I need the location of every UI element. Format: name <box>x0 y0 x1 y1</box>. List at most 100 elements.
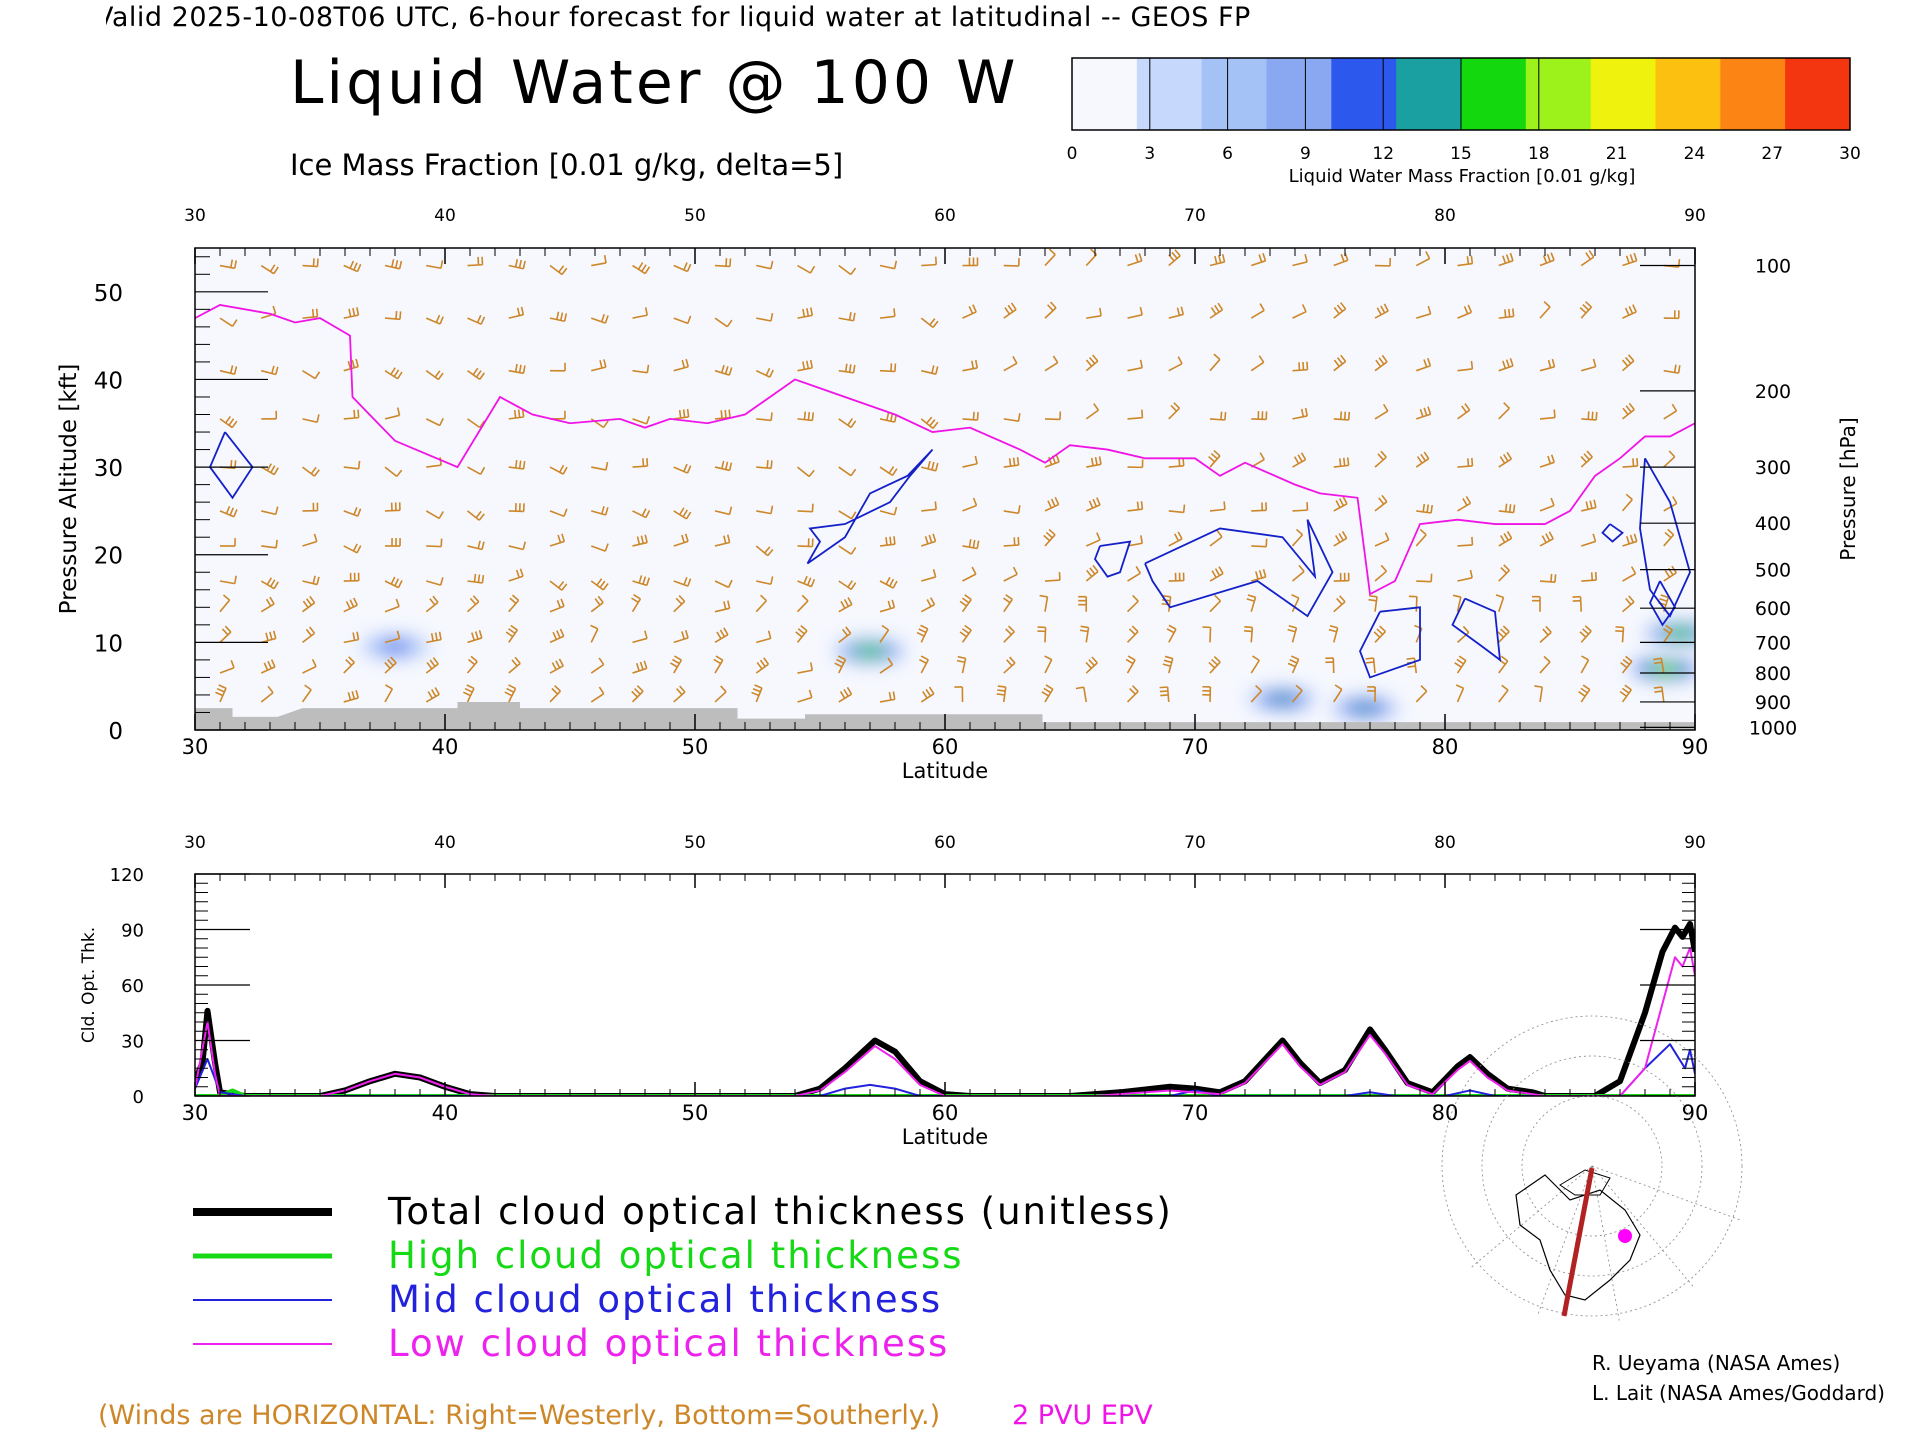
wind-barb <box>918 655 929 674</box>
wind-barb <box>1416 503 1434 514</box>
wind-barb-feather <box>1499 535 1506 543</box>
wind-barb-feather <box>477 540 481 549</box>
wind-barb-feather <box>470 655 478 663</box>
wind-barb-staff <box>302 264 318 268</box>
wind-barb-feather <box>395 598 400 607</box>
wind-barb-feather <box>1502 625 1510 633</box>
y-tick-label: 20 <box>94 544 123 570</box>
wind-barb-feather <box>763 657 770 665</box>
wind-barb-feather <box>1588 250 1595 258</box>
wind-barb <box>1291 564 1305 582</box>
wind-barb-feather <box>1045 531 1053 539</box>
wind-barb-feather <box>997 685 1006 688</box>
wind-barb-feather <box>889 536 892 545</box>
wind-barb <box>1539 497 1555 512</box>
wind-barb-feather <box>719 629 726 638</box>
wind-barb <box>467 256 484 267</box>
wind-barb-staff <box>714 317 728 328</box>
wind-barb-staff <box>879 698 895 703</box>
colorbar-tick-label: 15 <box>1450 144 1472 164</box>
wind-barb-staff <box>426 264 442 270</box>
wind-barb <box>1539 409 1556 420</box>
wind-barb-feather <box>1213 353 1221 361</box>
wind-barb <box>1653 657 1665 674</box>
wind-barb-staff <box>879 664 893 674</box>
wind-barb-staff <box>797 418 813 422</box>
wind-barb-staff <box>467 263 483 267</box>
wind-barb-feather <box>1009 656 1016 664</box>
wind-barb-feather <box>837 655 846 661</box>
valid-time-line: Valid 2025-10-08T06 UTC, 6-hour forecast… <box>95 2 1251 33</box>
wind-barb <box>879 506 898 516</box>
credits: R. Ueyama (NASA Ames) L. Lait (NASA Ames… <box>1592 1351 1885 1405</box>
wind-barb-feather <box>357 460 361 469</box>
wind-barb <box>1333 531 1348 547</box>
wind-barb-feather <box>1162 595 1171 598</box>
wind-barb <box>838 363 856 374</box>
wind-barb-feather <box>1420 453 1427 462</box>
wind-barb <box>219 659 235 674</box>
wind-barb <box>1127 535 1144 547</box>
wind-barb-feather <box>562 466 568 475</box>
wind-barb-feather <box>641 508 647 517</box>
wind-barb <box>1126 685 1139 703</box>
wind-barb-feather <box>1138 253 1143 262</box>
wind-barb-feather <box>1080 625 1089 629</box>
wind-barb-staff <box>549 540 565 547</box>
wind-barb-feather <box>1668 450 1676 458</box>
legend: Total cloud optical thickness (unitless)… <box>193 1190 1171 1365</box>
wind-barb-feather <box>505 631 514 638</box>
wind-barb <box>673 507 692 520</box>
wind-barb-feather <box>471 632 475 641</box>
wind-barb-staff <box>673 365 689 372</box>
wind-barb-feather <box>1407 665 1416 668</box>
wind-barb <box>632 307 649 319</box>
wind-barb-feather <box>515 569 520 578</box>
wind-barb <box>673 262 692 273</box>
wind-barb-feather <box>1545 625 1552 633</box>
wind-barb <box>1085 656 1098 674</box>
wind-barb-feather <box>1213 656 1221 663</box>
wind-barb-staff <box>879 606 895 613</box>
wind-barb-feather <box>683 576 688 586</box>
wind-barb-feather <box>1664 531 1672 539</box>
wind-barb-feather <box>516 307 521 316</box>
wind-barb-feather <box>641 264 647 272</box>
wind-barb <box>384 310 402 321</box>
wind-barb-feather <box>809 265 816 274</box>
wind-barb-staff <box>797 669 813 674</box>
wind-barb <box>714 460 733 472</box>
wind-barb-staff <box>879 369 896 373</box>
wind-barb-feather <box>1383 303 1389 312</box>
wind-barb-staff <box>714 691 727 703</box>
wind-barb-staff <box>1539 687 1544 703</box>
wind-barb-feather <box>1452 594 1462 598</box>
wind-barb-feather <box>1628 595 1635 603</box>
pressure-tick-label: 600 <box>1755 598 1791 620</box>
liquid-water-level <box>382 641 408 652</box>
wind-barb-feather <box>1052 355 1059 364</box>
wind-barb-feather <box>311 658 317 667</box>
wind-barb-feather <box>273 266 279 275</box>
wind-barb <box>467 573 485 584</box>
wind-barb-feather <box>916 631 925 637</box>
wind-barb-feather <box>598 657 605 666</box>
wind-barb-staff <box>1127 508 1143 512</box>
pressure-tick-label: 100 <box>1755 256 1791 278</box>
wind-barb-feather <box>678 409 682 419</box>
wind-barb <box>590 313 609 324</box>
wind-barb-feather <box>438 511 444 519</box>
legend-label-mid: Mid cloud optical thickness <box>388 1278 942 1321</box>
wind-barb-staff <box>1292 310 1307 319</box>
wind-barb <box>302 258 319 268</box>
wind-barb-feather <box>304 684 312 691</box>
wind-barb-feather <box>1550 252 1555 261</box>
wind-barb-staff <box>1333 601 1346 613</box>
wind-barb-feather <box>1632 304 1637 313</box>
wind-barb-staff <box>1003 418 1019 423</box>
pressure-tick-label: 500 <box>1755 560 1791 582</box>
wind-barb-staff <box>1126 690 1139 703</box>
ice-contour <box>1093 540 1132 578</box>
wind-barb-feather <box>892 580 898 589</box>
wind-barb-feather <box>1247 594 1256 599</box>
